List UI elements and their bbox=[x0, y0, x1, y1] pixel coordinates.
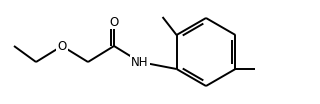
Text: O: O bbox=[109, 15, 119, 28]
Text: O: O bbox=[57, 40, 67, 53]
Text: NH: NH bbox=[131, 56, 149, 69]
